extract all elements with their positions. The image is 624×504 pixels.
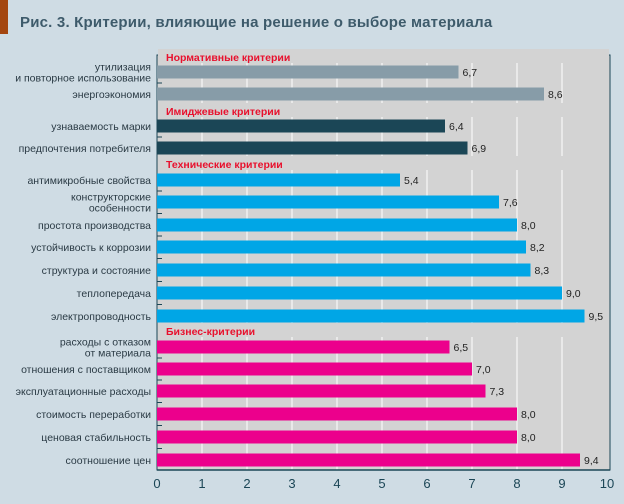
data-label: 8,6: [548, 89, 563, 101]
category-label: конструкторские: [71, 192, 151, 204]
bar: [157, 240, 526, 254]
bar: [157, 340, 450, 354]
data-label: 8,3: [535, 265, 550, 277]
bar: [157, 384, 486, 398]
category-label: теплопередача: [77, 288, 151, 300]
category-label: устойчивость к коррозии: [31, 242, 151, 254]
bar: [157, 141, 468, 155]
group-header: Бизнес-критерии: [166, 326, 255, 338]
x-tick-label: 5: [378, 476, 385, 491]
bar: [157, 173, 400, 187]
category-label: структура и состояние: [42, 265, 152, 277]
data-label: 9,4: [584, 455, 599, 467]
data-label: 7,6: [503, 197, 518, 209]
data-label: 8,0: [521, 220, 536, 232]
bar: [157, 87, 544, 101]
data-label: 6,4: [449, 121, 464, 133]
bar: [157, 453, 580, 467]
category-label: соотношение цен: [66, 455, 152, 467]
group-header-band: [158, 323, 609, 337]
x-tick-label: 2: [243, 476, 250, 491]
data-label: 9,5: [589, 311, 604, 323]
x-tick-label: 3: [288, 476, 295, 491]
data-label: 6,7: [463, 67, 478, 79]
x-tick-label: 9: [558, 476, 565, 491]
category-label: и повторное использование: [15, 73, 151, 85]
data-label: 6,9: [472, 143, 487, 155]
accent-tab: [0, 0, 8, 34]
category-label: энергоэкономия: [72, 89, 151, 101]
category-label: простота производства: [38, 220, 151, 232]
data-label: 6,5: [454, 342, 469, 354]
x-tick-label: 7: [468, 476, 475, 491]
bar: [157, 362, 472, 376]
category-label: особенности: [89, 203, 151, 215]
category-label: эксплуатационные расходы: [16, 386, 151, 398]
category-label: узнаваемость марки: [51, 121, 151, 133]
data-label: 5,4: [404, 175, 419, 187]
x-tick-label: 6: [423, 476, 430, 491]
x-tick-label: 10: [600, 476, 614, 491]
category-label: ценовая стабильность: [41, 432, 151, 444]
bar: [157, 119, 445, 133]
data-label: 8,2: [530, 242, 545, 254]
bar: [157, 218, 517, 232]
data-label: 7,0: [476, 364, 491, 376]
chart-title: Рис. 3. Критерии, влияющие на решение о …: [20, 14, 493, 31]
category-label: расходы с отказом: [60, 337, 151, 349]
category-label: антимикробные свойства: [27, 175, 151, 187]
group-header-band: [158, 49, 609, 63]
bar: [157, 286, 562, 300]
bar: [157, 407, 517, 421]
category-label: электропроводность: [51, 311, 152, 323]
bar: [157, 195, 499, 209]
group-header: Нормативные критерии: [166, 52, 290, 64]
bar: [157, 65, 459, 79]
category-label: стоимость переработки: [36, 409, 151, 421]
x-tick-label: 8: [513, 476, 520, 491]
group-header-band: [158, 156, 609, 170]
bar: [157, 430, 517, 444]
bar: [157, 309, 585, 323]
bar: [157, 263, 531, 277]
group-header: Технические критерии: [166, 159, 283, 171]
data-label: 7,3: [490, 386, 505, 398]
category-label: предпочтения потребителя: [19, 143, 151, 155]
category-label: отношения с поставщиком: [21, 364, 151, 376]
data-label: 9,0: [566, 288, 581, 300]
x-tick-label: 1: [198, 476, 205, 491]
data-label: 8,0: [521, 409, 536, 421]
x-tick-label: 4: [333, 476, 340, 491]
group-header-band: [158, 103, 609, 117]
category-label: утилизация: [95, 62, 151, 74]
group-header: Имиджевые критерии: [166, 106, 280, 118]
x-tick-label: 0: [153, 476, 160, 491]
data-label: 8,0: [521, 432, 536, 444]
category-label: от материала: [85, 348, 151, 360]
